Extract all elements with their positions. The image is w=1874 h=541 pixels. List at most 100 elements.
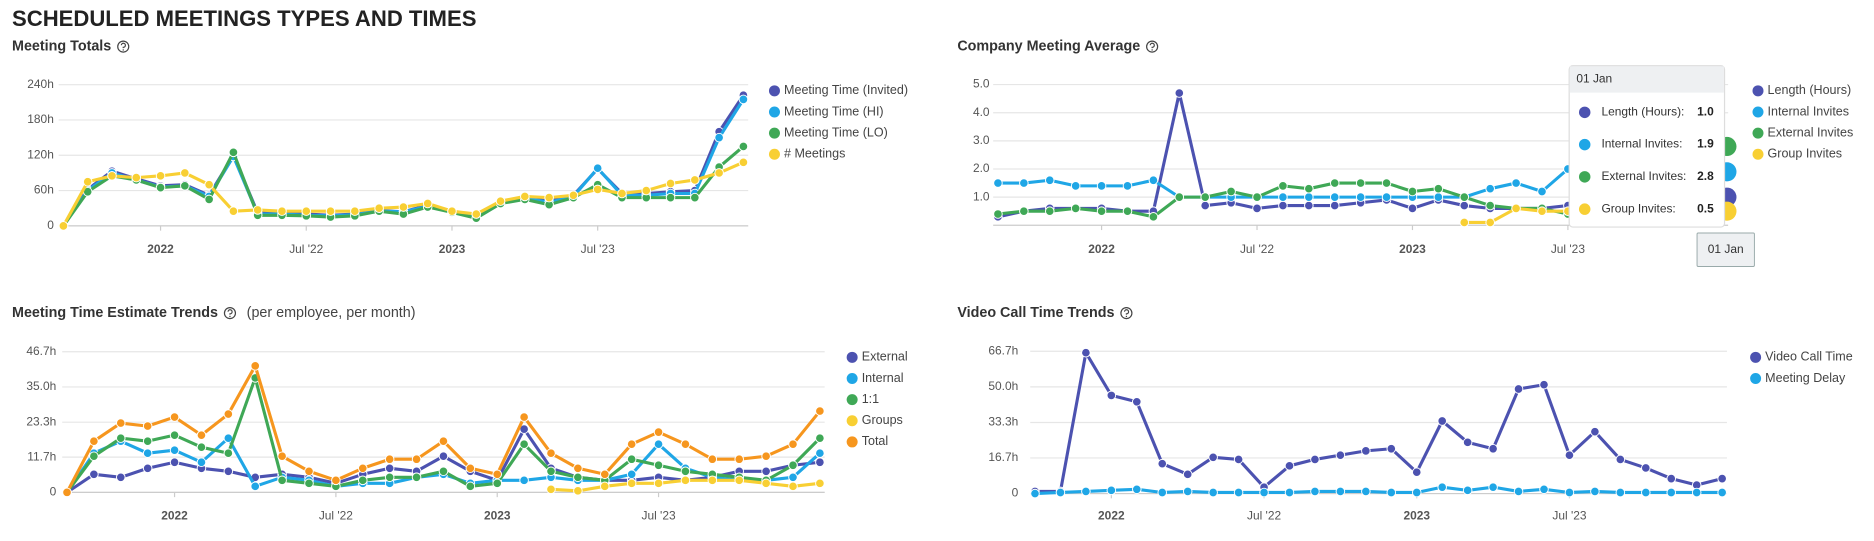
data-point (734, 475, 744, 486)
data-point (223, 448, 234, 458)
data-point (1485, 200, 1495, 211)
data-point (1096, 181, 1107, 191)
data-point (1208, 487, 1218, 498)
data-point (626, 469, 637, 480)
legend-label[interactable]: Meeting Delay (1765, 371, 1846, 385)
data-point (1304, 200, 1314, 211)
help-circle (1120, 307, 1133, 320)
data-point (1278, 192, 1288, 202)
data-point (738, 94, 749, 105)
legend-label[interactable]: Total (862, 434, 888, 448)
data-point (1666, 473, 1677, 484)
x-tick-label: 2022 (1098, 508, 1125, 522)
data-point (304, 466, 314, 477)
data-point (1284, 461, 1295, 471)
legend-marker (846, 415, 858, 427)
legend-label[interactable]: Internal Invites (1768, 104, 1850, 118)
data-point (1564, 450, 1575, 460)
chart-title: Video Call Time Trends (957, 305, 1114, 321)
data-point (573, 463, 583, 474)
data-point (665, 178, 676, 189)
tooltip-row-name: External Invites: (1601, 169, 1686, 183)
help-circle (117, 40, 130, 53)
data-point (1200, 192, 1210, 202)
data-point (411, 472, 422, 483)
data-point (350, 206, 360, 216)
data-point (492, 478, 503, 489)
data-point (115, 433, 126, 443)
help-dot (1151, 49, 1153, 51)
data-point (1641, 463, 1651, 473)
data-point (788, 481, 798, 492)
data-point (1208, 452, 1218, 463)
data-point (228, 206, 239, 216)
chart-title: Meeting Totals (12, 38, 111, 54)
data-point (1666, 487, 1677, 498)
data-point (592, 163, 603, 173)
data-point (204, 179, 214, 190)
legend-marker (768, 127, 780, 139)
help-icon[interactable] (117, 40, 130, 53)
data-point (1278, 181, 1288, 191)
y-tick-label: 23.3h (26, 414, 56, 428)
tooltip-row-value: 1.0 (1697, 104, 1714, 118)
data-point (1407, 186, 1418, 197)
help-icon[interactable] (1146, 40, 1159, 53)
data-point (384, 454, 395, 465)
help-mark (1123, 309, 1130, 315)
y-tick-label: 0 (1012, 486, 1019, 500)
legend-label[interactable]: Groups (862, 413, 903, 427)
data-point (252, 205, 263, 215)
data-point (223, 466, 234, 477)
data-point (115, 472, 126, 483)
data-point (641, 185, 652, 196)
legend-label[interactable]: Meeting Time (HI) (784, 104, 884, 118)
data-point (1691, 487, 1702, 498)
data-point (131, 172, 142, 183)
legend-label[interactable]: External (862, 350, 908, 364)
data-point (1459, 200, 1470, 211)
data-point (592, 184, 603, 195)
legend-marker (846, 436, 858, 448)
help-icon[interactable] (1120, 307, 1133, 320)
x-tick-label: 2023 (484, 508, 511, 522)
data-point (58, 221, 69, 231)
data-point (1459, 192, 1470, 202)
data-point (993, 209, 1003, 219)
data-point (438, 466, 449, 477)
data-point (815, 433, 825, 443)
legend-label[interactable]: Video Call Time (1765, 350, 1853, 364)
data-point (1717, 473, 1727, 484)
legend-label[interactable]: External Invites (1768, 125, 1854, 139)
legend-label[interactable]: Meeting Time (Invited) (784, 83, 908, 97)
data-point (1157, 487, 1168, 498)
data-point (1284, 487, 1295, 498)
data-point (1386, 487, 1397, 498)
data-point (519, 475, 529, 486)
x-tick-label: Jul '23 (641, 508, 675, 522)
data-point (1200, 200, 1210, 211)
data-point (626, 454, 637, 465)
legend-label[interactable]: Group Invites (1768, 147, 1843, 161)
legend-label[interactable]: Meeting Time (LO) (784, 125, 888, 139)
data-point (1122, 181, 1133, 191)
data-point (1148, 175, 1159, 186)
data-point (1433, 192, 1444, 202)
series-line (1034, 485, 1723, 496)
tooltip-row-value: 0.5 (1697, 201, 1714, 215)
legend-label[interactable]: Length (Hours) (1768, 83, 1852, 97)
x-tick-label: Jul '22 (1247, 508, 1281, 522)
data-point (374, 203, 384, 213)
help-dot (122, 49, 124, 51)
data-point (180, 168, 190, 178)
legend-label[interactable]: Internal (862, 371, 904, 385)
legend-label[interactable]: # Meetings (784, 147, 845, 161)
data-point (438, 436, 449, 446)
tooltip-row-value: 2.8 (1697, 169, 1714, 183)
data-point (1148, 212, 1159, 222)
legend-label[interactable]: 1:1 (862, 392, 879, 406)
y-tick-label: 46.7h (26, 344, 56, 358)
y-tick-label: 240h (27, 77, 54, 91)
data-point (1488, 482, 1498, 492)
help-icon[interactable] (223, 307, 237, 320)
